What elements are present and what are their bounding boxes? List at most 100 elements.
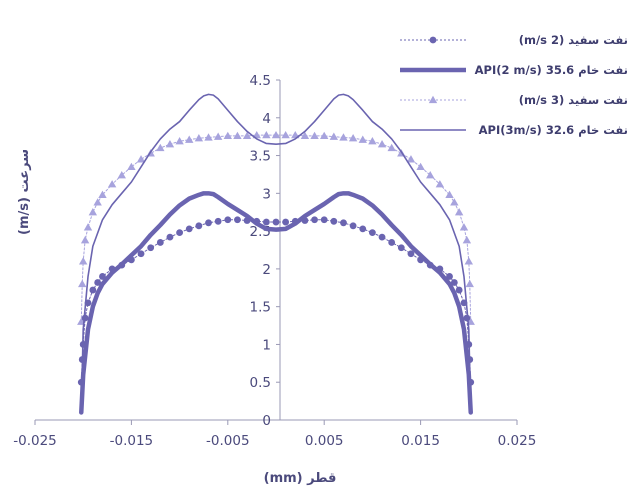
series-line <box>80 134 472 323</box>
data-point <box>329 132 339 140</box>
data-point <box>89 286 97 294</box>
data-point <box>369 229 376 237</box>
series-3 <box>77 130 475 325</box>
data-point <box>156 239 164 246</box>
data-point <box>166 233 174 241</box>
y-tick-label: 3.5 <box>250 149 271 165</box>
y-tick-label: 1.5 <box>250 300 271 316</box>
data-point <box>165 140 175 148</box>
series-4 <box>80 93 472 414</box>
data-point <box>368 137 377 145</box>
data-point <box>459 223 469 231</box>
data-point <box>407 250 415 258</box>
data-point <box>94 279 102 286</box>
legend-label: نفت خام 35.6 API(2 m/s) <box>475 63 628 77</box>
data-point <box>98 190 107 198</box>
data-point <box>311 216 318 224</box>
x-tick-label: 0.025 <box>498 433 537 449</box>
data-point <box>465 279 474 288</box>
data-point <box>310 131 319 140</box>
series-layer <box>77 93 475 415</box>
data-point <box>234 216 241 224</box>
data-point <box>282 218 290 226</box>
x-tick-label: -0.005 <box>206 433 250 449</box>
data-point <box>84 299 92 307</box>
series-1 <box>77 216 475 386</box>
data-point <box>446 273 453 280</box>
data-point <box>462 235 472 244</box>
data-point <box>320 131 329 140</box>
data-point <box>281 130 290 139</box>
data-point <box>271 130 281 139</box>
data-point <box>214 217 222 225</box>
data-point <box>83 223 93 231</box>
series-2 <box>79 191 473 415</box>
data-point <box>242 131 252 140</box>
data-point <box>378 233 386 241</box>
data-point <box>388 239 396 246</box>
legend-item: نفت خام 35.6 API(2 m/s) <box>400 63 628 77</box>
series-line <box>79 191 473 415</box>
data-point <box>93 198 102 206</box>
legend-label: نفت سفید (2 m/s) <box>519 33 628 47</box>
data-point <box>117 171 126 179</box>
y-tick-label: 0.5 <box>250 375 271 391</box>
data-point <box>300 131 310 140</box>
legend-marker <box>428 95 438 104</box>
data-point <box>463 314 471 322</box>
y-axis-title: سرعت (m/s) <box>17 149 32 235</box>
data-point <box>349 222 357 230</box>
data-point <box>79 257 88 265</box>
legend-item: نفت سفید (3 m/s) <box>400 93 628 107</box>
data-point <box>377 140 387 148</box>
legend-marker <box>429 36 437 44</box>
data-point <box>387 143 396 152</box>
data-point <box>99 273 106 280</box>
y-tick-label: 0 <box>262 413 271 429</box>
x-tick-labels: -0.025 -0.015 -0.005 0.005 0.015 0.025 <box>13 420 536 449</box>
data-point <box>339 133 348 141</box>
series-line <box>80 93 472 414</box>
data-point <box>81 314 89 322</box>
data-point <box>464 257 473 265</box>
legend-label: نفت سفید (3 m/s) <box>519 93 628 107</box>
data-point <box>78 279 87 288</box>
data-point <box>272 218 280 226</box>
legend-label: نفت خام 32.6 API(3m/s) <box>479 123 628 137</box>
data-point <box>445 190 454 198</box>
y-tick-label: 2 <box>262 262 271 278</box>
y-tick-label: 3 <box>262 186 271 202</box>
data-point <box>223 131 232 140</box>
data-point <box>224 216 232 224</box>
data-point <box>127 162 136 171</box>
series-line <box>80 219 472 383</box>
data-point <box>80 235 90 244</box>
data-point <box>426 171 435 179</box>
data-point <box>204 133 213 141</box>
data-point <box>348 133 358 142</box>
data-point <box>320 216 328 224</box>
y-tick-label: 4 <box>262 111 271 127</box>
data-point <box>175 137 184 145</box>
x-tick-label: -0.025 <box>13 433 57 449</box>
data-point <box>88 208 98 216</box>
data-point <box>262 218 270 226</box>
data-point <box>454 208 464 216</box>
data-point <box>185 225 193 233</box>
data-point <box>213 132 223 140</box>
legend: نفت سفید (2 m/s) نفت خام 35.6 API(2 m/s) ن… <box>400 33 628 137</box>
data-point <box>359 225 367 233</box>
y-tick-labels: 00.511.522.533.544.5 <box>250 73 280 429</box>
y-tick-label: 1 <box>262 337 271 353</box>
data-point <box>185 135 194 143</box>
data-point <box>194 133 204 142</box>
data-point <box>195 222 203 230</box>
data-point <box>136 155 146 163</box>
legend-item: نفت سفید (2 m/s) <box>400 33 628 47</box>
data-point <box>455 286 463 294</box>
x-tick-label: 0.005 <box>305 433 344 449</box>
data-point <box>147 244 155 252</box>
data-point <box>460 299 468 307</box>
